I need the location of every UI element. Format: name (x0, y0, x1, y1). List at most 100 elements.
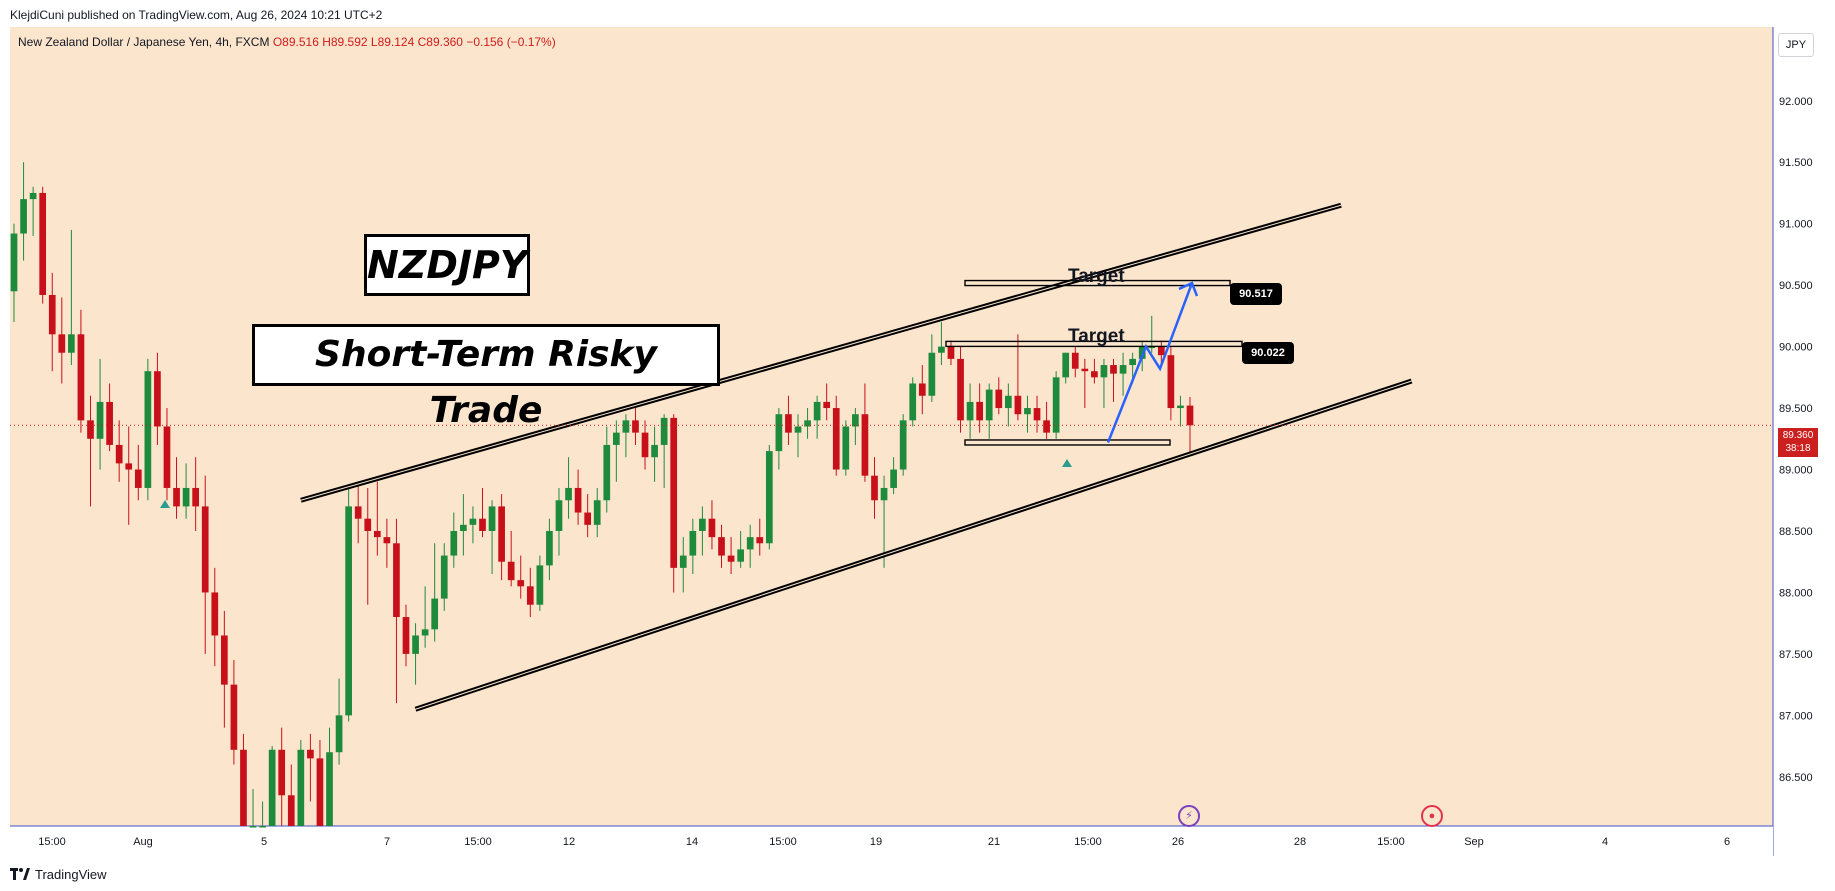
signal-marker (160, 500, 170, 508)
candle-body (871, 475, 878, 501)
target-lower-label: Target (1068, 326, 1125, 347)
candle-body (1091, 371, 1098, 378)
x-tick-label: 26 (1172, 836, 1184, 848)
candle-body (1062, 352, 1070, 378)
x-tick-label: 6 (1724, 836, 1730, 848)
range-support-level (964, 439, 1171, 446)
candle-body (918, 383, 926, 396)
currency-button[interactable]: JPY (1778, 33, 1814, 57)
candle-body (20, 199, 27, 234)
candle-body (469, 518, 477, 525)
candle-body (402, 617, 410, 654)
candle-body (96, 401, 104, 439)
y-tick-label: 92.000 (1779, 96, 1813, 108)
candle-body (201, 506, 209, 593)
lower-channel-line-inner (415, 380, 1412, 710)
candle-body (125, 463, 133, 470)
candle-body (1033, 408, 1041, 421)
candle-body (364, 518, 372, 531)
candle-body (1043, 420, 1050, 433)
x-tick-label: 15:00 (464, 836, 492, 848)
candle-body (727, 555, 735, 562)
candle-body (880, 487, 888, 501)
candle-body (1186, 405, 1194, 426)
candle-body (584, 512, 592, 525)
candle-body (765, 451, 773, 544)
candle-body (144, 371, 152, 488)
current-price-value: 89.360 (1782, 430, 1814, 441)
candle-body (603, 444, 611, 501)
candle-body (287, 795, 295, 826)
candle-body (1024, 408, 1031, 415)
time-axis (0, 826, 1773, 856)
candle-body (565, 487, 572, 501)
x-tick-label: 21 (988, 836, 1000, 848)
candle-body (593, 500, 601, 525)
x-tick-label: Sep (1464, 836, 1484, 848)
candle-body (259, 826, 266, 828)
candle-body (1119, 365, 1127, 374)
upper-channel-line-inner (300, 204, 1342, 501)
candle-body (1081, 368, 1089, 372)
candle-body (48, 294, 56, 335)
candle-body (268, 749, 276, 826)
projection-arrow (1106, 282, 1194, 443)
candle-body (58, 334, 66, 353)
candle-body (1071, 352, 1079, 369)
target-upper-level (964, 279, 1231, 287)
candle-body (1138, 346, 1146, 359)
candle-body (220, 635, 228, 685)
candle-body (1052, 377, 1060, 433)
candle-body (440, 555, 448, 599)
candle-body (154, 371, 161, 427)
instrument-name: New Zealand Dollar / Japanese Yen, 4h, F… (18, 35, 270, 49)
y-tick-label: 88.500 (1779, 526, 1813, 538)
signal-marker (1062, 459, 1072, 467)
candle-body (106, 401, 113, 445)
candle-body (316, 758, 324, 826)
candle-body (77, 334, 85, 421)
candle-body (326, 752, 333, 826)
candle-body (842, 426, 850, 470)
candle-body (431, 598, 439, 630)
candle-body (756, 537, 764, 544)
record-icon[interactable]: ● (1421, 805, 1443, 827)
candle-body (163, 426, 171, 488)
candle-body (29, 192, 37, 200)
y-tick-label: 91.000 (1779, 219, 1813, 231)
candle-body (412, 635, 419, 654)
countdown-timer: 38:18 (1785, 443, 1811, 454)
candle-body (947, 346, 955, 359)
subtitle-label: Short-Term Risky Trade (252, 324, 720, 431)
x-tick-label: 28 (1294, 836, 1306, 848)
brand-name: TradingView (35, 866, 107, 882)
projection-arrow-head (1178, 281, 1199, 297)
candle-body (68, 334, 75, 353)
candle-body (393, 543, 400, 618)
candle-body (383, 537, 391, 544)
candle-body (526, 586, 534, 605)
y-tick-label: 89.000 (1779, 465, 1813, 477)
x-tick-label: 14 (686, 836, 698, 848)
candle-body (373, 530, 381, 538)
candle-body (957, 358, 964, 421)
candle-body (1148, 346, 1156, 349)
candle-body (230, 684, 238, 750)
candle-body (737, 549, 744, 562)
tradingview-logo[interactable]: TradingView (10, 864, 107, 884)
x-tick-label: 15:00 (1377, 836, 1405, 848)
candle-body (574, 487, 582, 513)
candle-body (718, 537, 725, 556)
x-tick-label: 19 (870, 836, 882, 848)
x-tick-label: Aug (133, 836, 153, 848)
candle-body (10, 233, 18, 292)
candle-body (612, 432, 620, 445)
candle-body (928, 352, 936, 396)
current-price-tag: 89.360 38:18 (1778, 428, 1818, 457)
x-tick-label: 15:00 (38, 836, 66, 848)
y-tick-label: 91.500 (1779, 157, 1813, 169)
candle-body (632, 420, 639, 433)
flash-icon[interactable]: ⚡ (1178, 805, 1200, 827)
candle-body (134, 469, 142, 488)
